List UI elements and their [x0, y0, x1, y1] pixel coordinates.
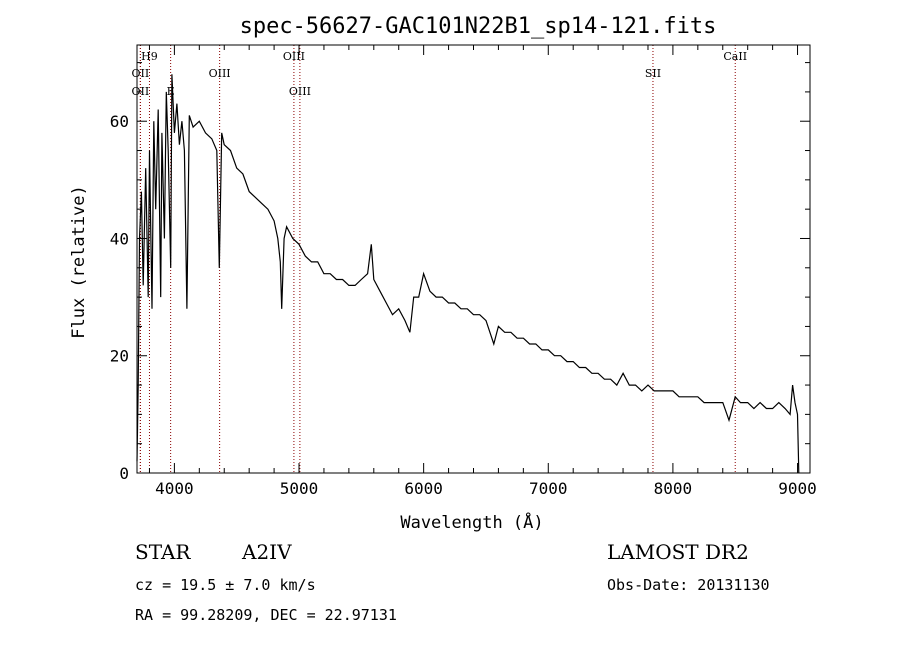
x-tick-label: 6000 [404, 479, 443, 498]
axes: 4000 5000 6000 7000 8000 9000 0 20 40 60 [110, 44, 817, 498]
spectral-line-label: SII [645, 67, 661, 80]
plot-frame [136, 44, 811, 474]
x-axis-label: Wavelength (Å) [400, 511, 543, 533]
spectral-line-label: OIII [289, 85, 311, 98]
y-tick-label: 40 [110, 229, 129, 248]
spectral-line-label: OIII [209, 67, 231, 80]
observation-date: Obs-Date: 20131130 [607, 576, 770, 594]
y-tick-label: 60 [110, 112, 129, 131]
y-tick-label: 0 [119, 464, 129, 483]
y-tick-label: 20 [110, 347, 129, 366]
x-tick-label: 8000 [654, 479, 693, 498]
coordinates: RA = 99.28209, DEC = 22.97131 [135, 606, 397, 624]
spectral-line-label: H9 [141, 50, 158, 63]
spectrum-line [136, 74, 800, 474]
spectral-line-label: CaII [723, 50, 747, 63]
x-tick-label: 9000 [778, 479, 817, 498]
x-tick-label: 5000 [280, 479, 319, 498]
object-type: STAR [135, 540, 191, 564]
x-tick-label: 4000 [155, 479, 194, 498]
spectral-line-label: OIII [283, 50, 305, 63]
object-subclass: A2IV [241, 540, 292, 564]
redshift-velocity: cz = 19.5 ± 7.0 km/s [135, 576, 316, 594]
chart-title: spec-56627-GAC101N22B1_sp14-121.fits [240, 14, 717, 39]
survey-name: LAMOST DR2 [607, 540, 749, 564]
spectral-line-label: OII [132, 67, 150, 80]
y-axis-label: Flux (relative) [69, 185, 89, 339]
spectral-line-label: E [167, 85, 175, 98]
x-tick-label: 7000 [529, 479, 568, 498]
